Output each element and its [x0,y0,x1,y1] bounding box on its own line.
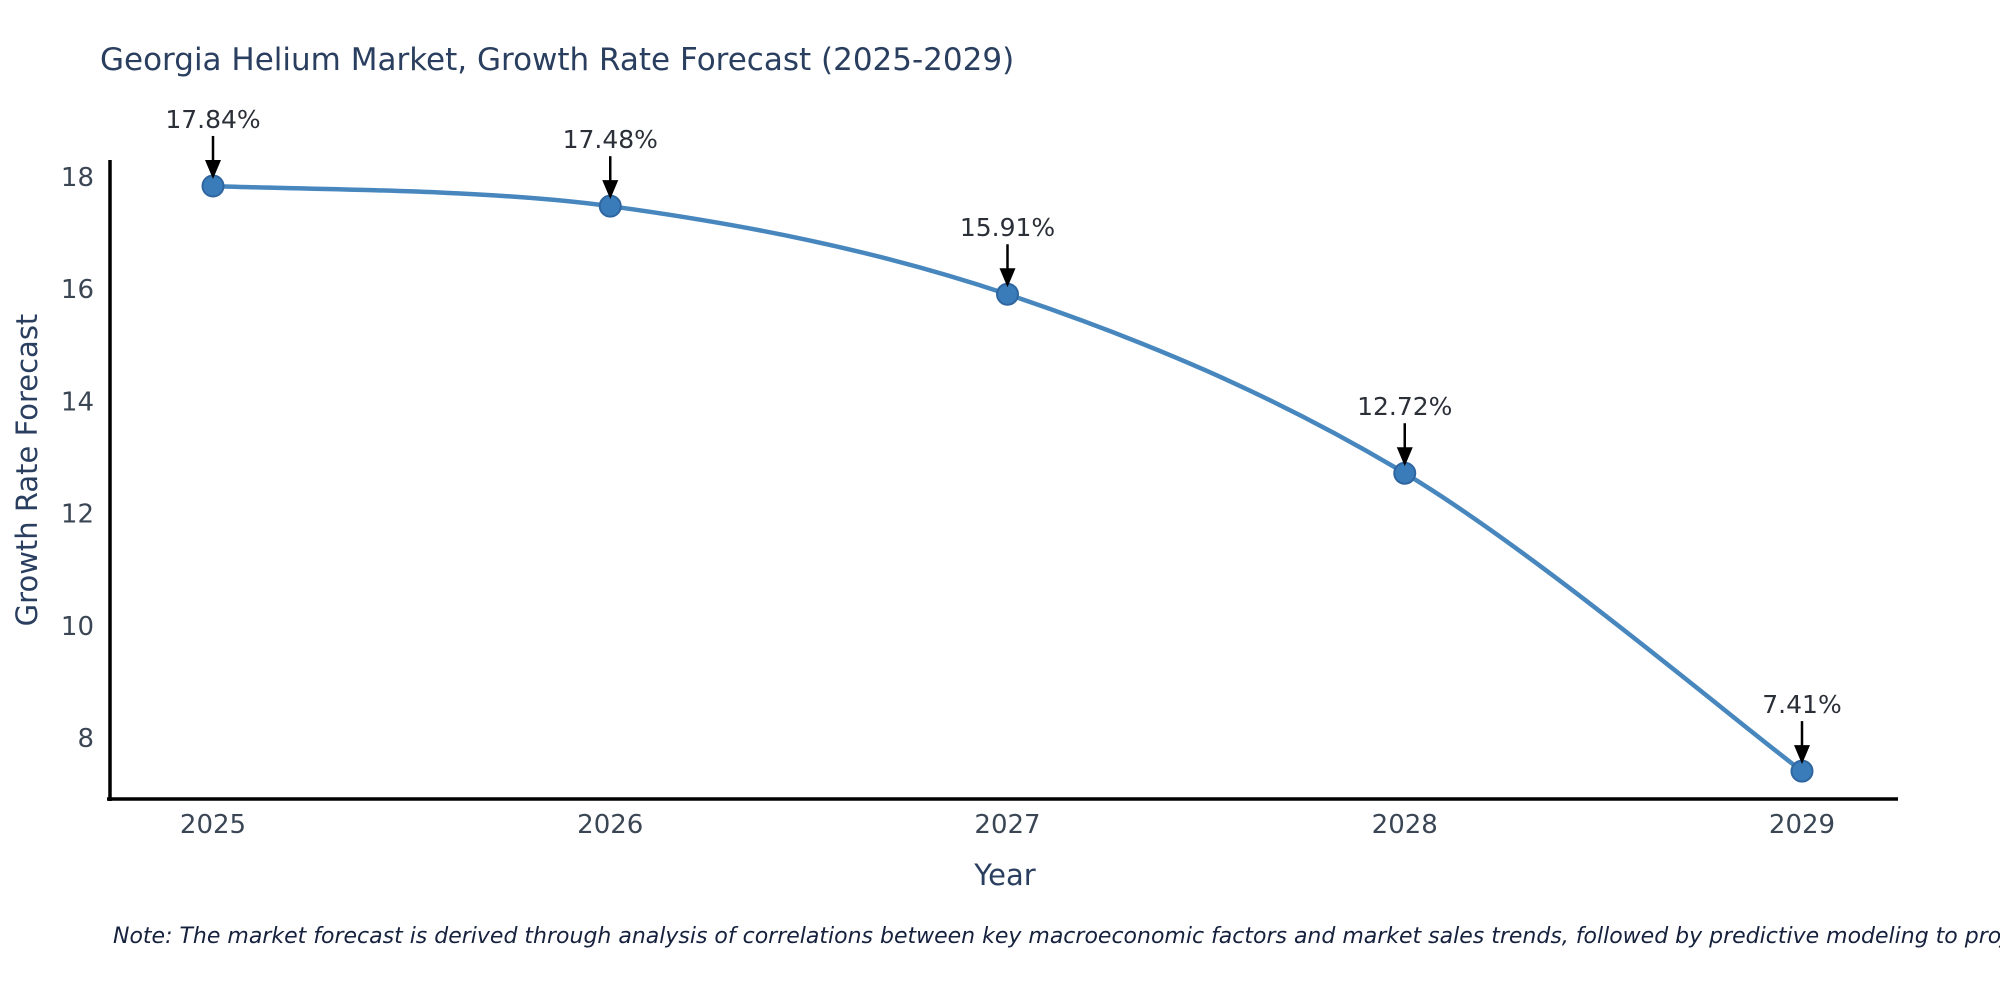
annotation-arrowhead [205,159,221,179]
x-tick-label: 2026 [577,810,643,840]
footnote: Note: The market forecast is derived thr… [113,924,2000,949]
x-tick-label: 2027 [974,810,1040,840]
annotation-arrowhead [1396,447,1413,467]
x-tick-label: 2025 [180,810,246,840]
x-tick-label: 2028 [1372,810,1438,840]
data-point-label: 17.84% [165,105,260,134]
y-tick-label: 16 [61,275,94,305]
annotation-arrowhead [999,268,1016,288]
x-axis-label: Year [974,858,1036,892]
y-tick-label: 12 [61,500,94,530]
x-tick-label: 2029 [1769,810,1835,840]
annotation-arrowhead [1794,745,1810,765]
data-point-label: 7.41% [1762,690,1841,719]
y-tick-label: 8 [77,724,94,754]
y-tick-label: 14 [61,387,94,417]
y-tick-label: 10 [61,612,94,642]
data-point-label: 17.48% [563,125,658,154]
data-point-label: 12.72% [1357,392,1452,421]
y-tick-label: 18 [61,163,94,193]
chart-title: Georgia Helium Market, Growth Rate Forec… [100,42,1015,78]
data-point-label: 15.91% [960,213,1055,242]
annotation-arrowhead [602,180,619,200]
